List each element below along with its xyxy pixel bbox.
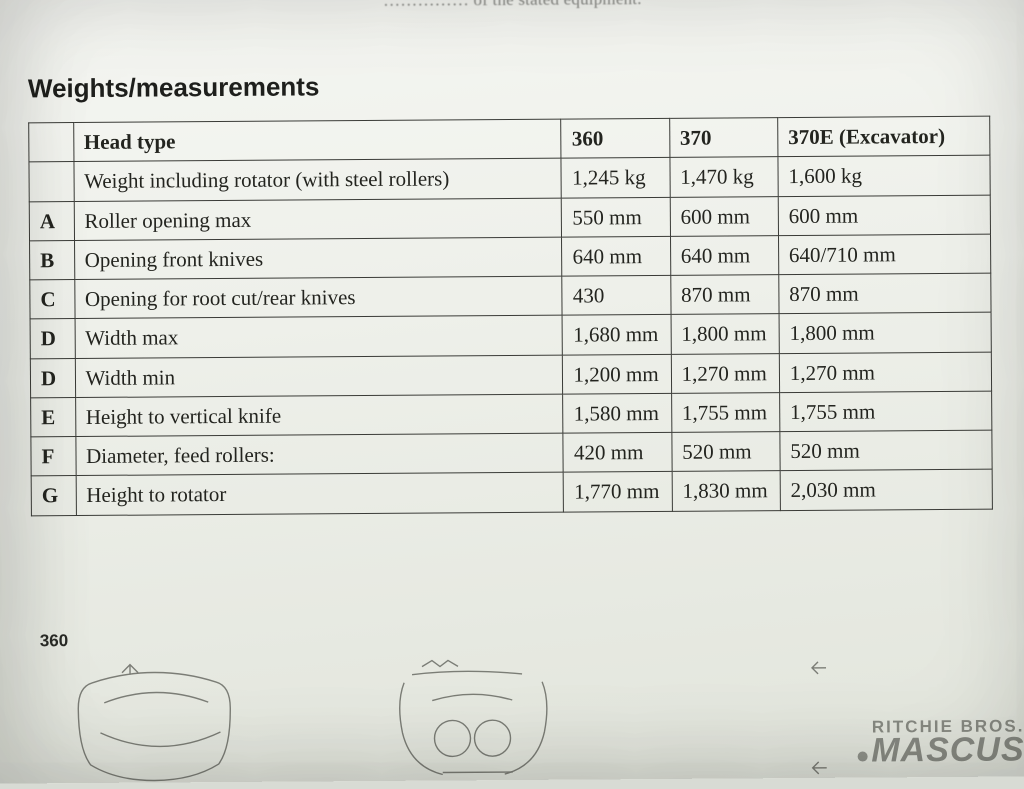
cell-c360: 1,245 kg [561,158,669,198]
row-label: B [30,240,75,280]
row-label: F [31,437,76,477]
watermark: RITCHIE BROS. MASCUS [857,717,1024,767]
table-row: Weight including rotator (with steel rol… [29,155,990,201]
diagram-model-label: 360 [40,624,1016,651]
cell-c370e: 870 mm [779,273,991,314]
document-page: …………… of the stated equipment. Weights/m… [0,0,1024,784]
cell-c360: 420 mm [563,432,671,472]
cropped-header-text: …………… of the stated equipment. [21,0,1003,13]
table-header-row: Head type 360 370 370E (Excavator) [29,116,990,162]
table-row: FDiameter, feed rollers:420 mm520 mm520 … [31,430,992,476]
table-row: ARoller opening max550 mm600 mm600 mm [29,195,990,241]
row-label: C [30,280,75,320]
table-row: DWidth max1,680 mm1,800 mm1,800 mm [30,312,991,358]
table-row: EHeight to vertical knife1,580 mm1,755 m… [31,391,992,437]
cell-c370e: 2,030 mm [780,469,992,510]
cell-c370e: 640/710 mm [778,234,990,275]
row-label [29,162,74,202]
cell-c360: 1,200 mm [563,354,671,394]
table-row: COpening for root cut/rear knives430870 … [30,273,991,319]
spec-table: Head type 360 370 370E (Excavator) Weigh… [28,116,993,516]
cell-c370: 1,270 mm [671,353,779,393]
cell-c360: 640 mm [562,236,670,276]
row-desc: Diameter, feed rollers: [75,433,563,476]
cell-c360: 1,680 mm [563,315,671,355]
row-desc: Roller opening max [74,198,562,241]
header-desc: Head type [73,119,561,162]
row-desc: Opening front knives [74,237,562,280]
cell-c370: 1,470 kg [670,157,778,197]
watermark-line2: MASCUS [857,732,1024,767]
table-row: DWidth min1,200 mm1,270 mm1,270 mm [30,352,991,398]
row-desc: Height to vertical knife [75,394,563,437]
cell-c370e: 600 mm [778,195,990,236]
cell-c370: 1,755 mm [671,392,779,432]
row-label: A [29,201,74,241]
table-row: GHeight to rotator1,770 mm1,830 mm2,030 … [31,469,992,515]
row-desc: Width max [75,315,563,358]
watermark-dot-icon [857,752,867,762]
cell-c370e: 1,755 mm [779,391,991,432]
cell-c370: 1,800 mm [671,314,779,354]
section-title: Weights/measurements [28,67,1004,105]
cell-c370e: 520 mm [780,430,992,471]
cell-c360: 430 [562,275,670,315]
header-blank [29,123,74,163]
header-370e: 370E (Excavator) [778,116,990,157]
row-desc: Height to rotator [76,472,564,515]
header-370: 370 [669,118,777,158]
cell-c370: 640 mm [670,235,778,275]
cell-c370e: 1,600 kg [778,155,990,196]
cell-c360: 1,770 mm [564,472,672,512]
row-label: D [30,319,75,359]
row-desc: Width min [75,355,563,398]
cell-c370e: 1,270 mm [779,352,991,393]
technical-drawings [52,657,953,783]
cell-c370: 520 mm [672,432,780,472]
cell-c360: 1,580 mm [563,393,671,433]
cell-c370: 600 mm [670,196,778,236]
cell-c370: 1,830 mm [672,471,780,511]
table-row: BOpening front knives640 mm640 mm640/710… [30,234,991,280]
cell-c370e: 1,800 mm [779,312,991,353]
row-label: E [31,397,76,437]
row-label: D [30,358,75,398]
row-label: G [31,476,76,516]
row-desc: Weight including rotator (with steel rol… [74,158,562,201]
cell-c360: 550 mm [562,197,670,237]
header-360: 360 [561,118,669,158]
row-desc: Opening for root cut/rear knives [74,276,562,319]
cell-c370: 870 mm [670,275,778,315]
